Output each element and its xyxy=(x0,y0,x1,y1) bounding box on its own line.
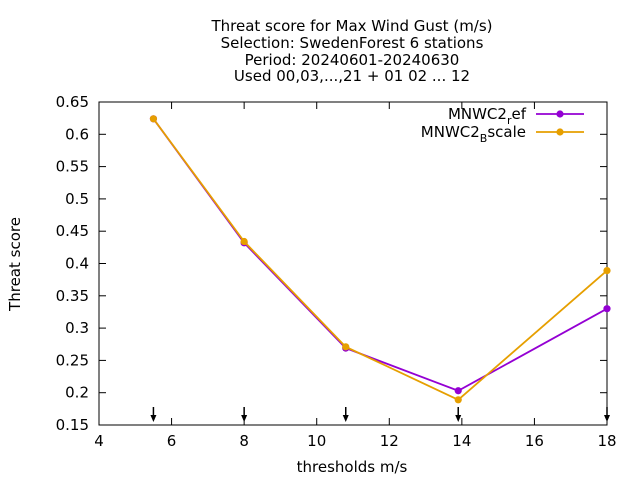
data-point xyxy=(454,387,462,395)
legend-item: MNWC2ref xyxy=(448,105,584,127)
title-line: Selection: SwedenForest 6 stations xyxy=(221,34,484,52)
series-line xyxy=(152,118,608,401)
legend-label: MNWC2Bscale xyxy=(421,123,526,145)
x-tick-label: 18 xyxy=(597,432,616,450)
legend-label: MNWC2ref xyxy=(448,105,527,127)
threshold-arrow xyxy=(241,407,248,422)
x-tick-label: 10 xyxy=(307,432,326,450)
y-tick-label: 0.4 xyxy=(65,255,89,273)
x-tick-label: 16 xyxy=(525,432,544,450)
chart-title: Threat score for Max Wind Gust (m/s)Sele… xyxy=(210,17,492,85)
x-axis: 4 6 8 10 12 14 16 18 xyxy=(94,102,617,450)
data-point xyxy=(342,343,350,351)
threshold-arrow xyxy=(342,407,349,422)
legend-item: MNWC2Bscale xyxy=(421,123,584,145)
x-tick-label: 4 xyxy=(94,432,104,450)
y-tick-label: 0.5 xyxy=(65,190,89,208)
threshold-arrow xyxy=(150,407,157,422)
x-tick-label: 6 xyxy=(167,432,177,450)
data-point xyxy=(240,237,248,246)
threshold-arrow xyxy=(604,407,610,422)
y-tick-label: 0.45 xyxy=(56,222,89,240)
plot-frame xyxy=(98,101,608,426)
y-tick-label: 0.3 xyxy=(65,319,89,337)
series-group xyxy=(149,115,611,404)
y-tick-label: 0.6 xyxy=(65,125,89,143)
y-tick-label: 0.25 xyxy=(56,351,89,369)
series-line xyxy=(152,118,608,392)
x-tick-label: 8 xyxy=(239,432,249,450)
y-axis-label: Threat score xyxy=(6,217,24,312)
y-tick-label: 0.35 xyxy=(56,287,89,305)
y-tick-label: 0.65 xyxy=(56,93,89,111)
title-line: Period: 20240601-20240630 xyxy=(245,51,460,69)
legend-marker xyxy=(556,110,564,118)
x-axis-label: thresholds m/s xyxy=(297,458,408,476)
x-tick-label: 14 xyxy=(452,432,471,450)
data-point xyxy=(149,115,158,123)
data-point xyxy=(454,396,462,404)
y-tick-label: 0.15 xyxy=(56,416,89,434)
series-1 xyxy=(149,115,611,395)
data-point xyxy=(603,267,611,275)
y-axis: 0.15 0.2 0.25 0.3 0.35 0.4 0.45 0.5 0.55 0.6 0.65 xyxy=(56,93,607,434)
series-2 xyxy=(149,115,611,404)
x-tick-label: 12 xyxy=(380,432,399,450)
threshold-markers xyxy=(150,407,610,422)
title-line: Threat score for Max Wind Gust (m/s) xyxy=(210,17,492,35)
title-line: Used 00,03,...,21 + 01 02 ... 12 xyxy=(234,67,470,85)
legend-marker xyxy=(556,128,564,136)
threshold-arrow xyxy=(455,407,462,422)
data-point xyxy=(603,305,611,313)
y-tick-label: 0.2 xyxy=(65,384,89,402)
y-tick-label: 0.55 xyxy=(56,158,89,176)
